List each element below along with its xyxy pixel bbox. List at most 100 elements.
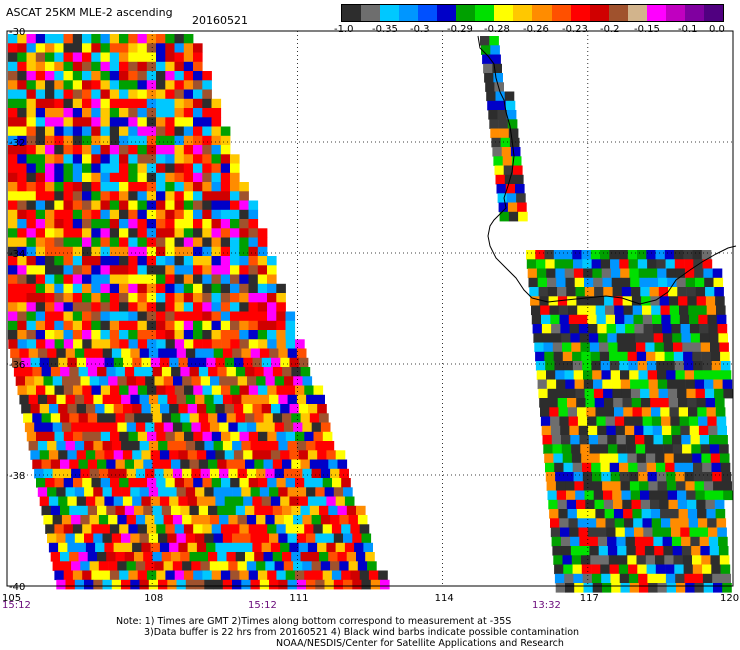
swath-cells: [8, 34, 733, 593]
swath-cell: [296, 394, 307, 405]
swath-cell: [545, 259, 555, 269]
swath-cell: [563, 361, 574, 371]
swath-cell: [211, 246, 222, 257]
swath-cell: [628, 259, 639, 269]
swath-cell: [80, 515, 90, 525]
swath-cell: [575, 388, 585, 399]
swath-cell: [599, 342, 609, 353]
swath-cell: [117, 515, 127, 525]
swath-cell: [718, 435, 728, 445]
swath-cell: [590, 351, 601, 362]
swath-cell: [165, 320, 175, 331]
swath-cell: [243, 404, 253, 414]
swath-cell: [341, 570, 351, 581]
swath-cell: [213, 348, 224, 359]
swath-cell: [128, 228, 138, 238]
swath-cell: [649, 490, 659, 501]
swath-cell: [50, 459, 61, 470]
swath-cell: [211, 237, 222, 248]
swath-cell: [72, 246, 83, 257]
swath-cell: [174, 274, 185, 285]
swath-cell: [344, 542, 355, 553]
swath-cell: [91, 108, 101, 118]
swath-cell: [684, 259, 694, 269]
swath-cell: [638, 268, 649, 279]
swath-cell: [146, 293, 157, 303]
swath-cell: [137, 61, 148, 72]
swath-cell: [69, 505, 79, 516]
swath-cell: [669, 305, 680, 316]
swath-cell: [675, 370, 686, 380]
swath-cell: [45, 311, 55, 322]
swath-cell: [708, 425, 718, 436]
swath-cell: [559, 314, 570, 325]
swath-cell: [276, 320, 286, 331]
swath-cell: [209, 515, 220, 525]
swath-cell: [174, 71, 185, 81]
swath-cell: [656, 573, 667, 584]
swath-cell: [717, 425, 727, 436]
swath-cell: [156, 570, 166, 581]
swath-cell: [605, 416, 616, 427]
swath-cell: [82, 228, 92, 238]
swath-cell: [530, 296, 540, 306]
swath-cell: [320, 515, 331, 525]
swath-cell: [95, 404, 105, 414]
swath-cell: [128, 256, 138, 266]
swath-cell: [556, 388, 567, 399]
swath-cell: [580, 546, 590, 556]
swath-cell: [89, 561, 100, 571]
swath-cell: [61, 468, 72, 479]
swath-cell: [26, 182, 37, 192]
swath-cell: [695, 277, 705, 288]
swath-cell: [171, 552, 181, 562]
swath-cell: [254, 505, 264, 516]
swath-cell: [165, 570, 175, 581]
colorbar-segment: [532, 5, 552, 21]
swath-cell: [102, 441, 113, 451]
swath-cell: [202, 431, 213, 442]
swath-cell: [143, 505, 153, 516]
swath-cell: [102, 487, 113, 497]
swath-cell: [647, 268, 658, 279]
swath-cell: [230, 191, 240, 201]
swath-cell: [45, 265, 55, 275]
swath-cell: [239, 256, 249, 266]
swath-cell: [628, 564, 638, 575]
swath-cell: [82, 237, 92, 248]
swath-cell: [320, 422, 331, 433]
swath-cell: [35, 209, 46, 220]
swath-cell: [123, 357, 133, 368]
swath-cell: [598, 546, 609, 556]
swath-cell: [610, 370, 621, 380]
swath-cell: [622, 499, 632, 510]
swath-cell: [185, 348, 196, 359]
swath-cell: [156, 237, 166, 248]
swath-cell: [104, 357, 115, 368]
swath-cell: [35, 61, 46, 72]
swath-cell: [294, 570, 305, 581]
swath-cell: [156, 117, 166, 127]
swath-cell: [258, 339, 268, 349]
swath-cell: [174, 385, 185, 396]
swath-cell: [330, 515, 340, 525]
swath-cell: [30, 404, 41, 414]
swath-cell: [527, 268, 538, 279]
swath-cell: [193, 43, 203, 53]
swath-cell: [63, 237, 74, 248]
swath-cell: [551, 333, 562, 343]
latitude-label: -40: [9, 582, 25, 593]
swath-cell: [706, 509, 716, 519]
swath-cell: [675, 573, 685, 584]
swath-cell: [47, 394, 57, 405]
swath-cell: [8, 293, 18, 303]
swath-cell: [26, 117, 37, 127]
swath-cell: [128, 302, 138, 312]
swath-cell: [282, 459, 292, 470]
swath-cell: [691, 342, 702, 353]
swath-cell: [82, 71, 92, 81]
swath-cell: [681, 546, 692, 556]
swath-cell: [100, 311, 111, 322]
swath-cell: [134, 552, 144, 562]
swath-cell: [615, 425, 626, 436]
